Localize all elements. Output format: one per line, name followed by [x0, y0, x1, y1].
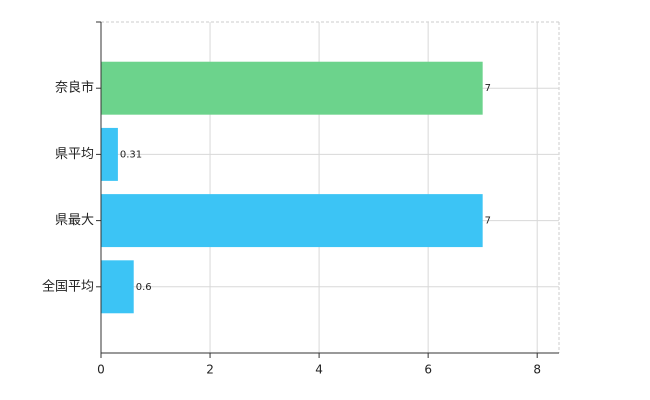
value-label: 0.6: [136, 282, 152, 293]
value-label: 0.31: [120, 149, 142, 160]
y-tick-label: 県最大: [55, 213, 94, 228]
value-label: 7: [485, 83, 491, 94]
y-tick-label: 県平均: [55, 147, 94, 162]
x-tick-label: 2: [206, 363, 214, 377]
bar: [101, 194, 483, 248]
x-tick-label: 8: [533, 363, 541, 377]
x-tick-label: 4: [315, 363, 323, 377]
bar: [101, 61, 483, 115]
bar: [101, 260, 134, 314]
y-tick-label: 全国平均: [42, 278, 94, 294]
x-tick-label: 6: [424, 363, 432, 377]
bar: [101, 127, 118, 181]
x-tick-label: 0: [97, 363, 105, 377]
value-label: 7: [485, 216, 491, 227]
y-tick-label: 奈良市: [55, 80, 94, 96]
